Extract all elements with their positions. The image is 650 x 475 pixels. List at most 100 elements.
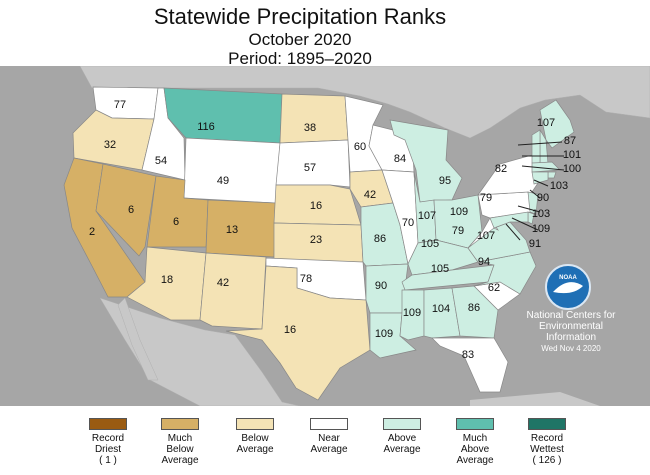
canada-land [79,66,650,139]
rank-label-va: 107 [477,230,495,242]
rank-label-mo: 86 [374,233,386,245]
state-ga [451,285,499,339]
rank-label-ok: 78 [300,273,312,285]
rank-label-ny: 82 [495,163,507,175]
rank-label-ia: 42 [364,189,376,201]
rank-label-md: 91 [529,238,541,250]
legend: Record Driest ( 1 ) Much Below Average B… [0,418,650,475]
rank-label-ar: 90 [375,280,387,292]
rank-label-nh: 87 [564,135,576,147]
leader-line-5 [517,205,541,213]
attribution-line3: Information [545,332,597,343]
rank-label-vt: 101 [563,149,581,161]
rank-label-il: 70 [402,217,414,229]
rank-label-ut: 6 [173,216,179,228]
rank-label-sc: 62 [488,282,500,294]
rank-label-or: 32 [104,139,116,151]
leader-line-6 [511,217,539,231]
legend-swatch [456,418,494,430]
rank-label-co: 13 [226,224,238,236]
rank-label-ri: 103 [550,180,568,192]
precipitation-map: 77 32 2 6 54 116 49 6 13 18 42 38 57 16 23 78 16 60 42 86 90… [0,66,650,406]
rank-label-ks: 23 [310,234,322,246]
noaa-bird-icon: NOAA [553,275,583,294]
rank-label-oh: 109 [450,206,468,218]
state-al [423,287,461,339]
map-subtitle-month: October 2020 [248,30,352,49]
legend-item-much-below: Much Below Average [145,418,215,466]
rank-label-ma: 100 [563,163,581,175]
rank-label-nc: 94 [478,256,490,268]
rank-label-az: 18 [161,274,173,286]
rank-label-nj: 103 [532,208,550,220]
rank-label-ky: 105 [421,238,439,250]
rank-label-wy: 49 [217,175,229,187]
legend-item-near: Near Average [294,418,364,455]
leader-line-2 [521,165,565,171]
state-nc [473,251,537,295]
rank-label-ct: 90 [537,192,549,204]
legend-item-record-driest: Record Driest ( 1 ) [73,418,143,466]
state-vt [531,129,541,166]
state-wy [183,137,281,204]
legend-label: Below Average [236,433,274,455]
rank-label-id: 54 [155,155,167,167]
legend-swatch [161,418,199,430]
rank-label-wi: 84 [394,153,406,165]
rank-label-tn: 105 [431,263,449,275]
noaa-logo-text: NOAA [559,275,577,281]
rank-label-ne: 16 [310,200,322,212]
state-layer [63,86,575,401]
legend-swatch [89,418,127,430]
rank-label-mn: 60 [354,141,366,153]
rank-label-la: 109 [375,328,393,340]
rank-label-fl: 83 [462,349,474,361]
rank-label-wv: 79 [452,225,464,237]
leader-line-0 [517,141,563,146]
rank-label-ca: 2 [89,226,95,238]
leader-line-7 [505,223,521,241]
leader-line-4 [529,189,541,199]
legend-swatch [383,418,421,430]
state-md [489,211,529,229]
leader-lines [505,141,565,241]
state-nd [279,93,349,144]
baja-land [117,297,159,381]
attribution-line2: Environmental [539,321,603,332]
rank-label-in: 107 [418,210,436,222]
legend-label: Record Wettest ( 126 ) [530,433,564,466]
rank-label-wa: 77 [114,99,126,111]
legend-item-below: Below Average [220,418,290,455]
state-ne [273,184,362,226]
state-co [205,199,277,258]
legend-swatch [310,418,348,430]
rank-label-nd: 38 [304,122,316,134]
rank-label-sd: 57 [304,162,316,174]
leader-line-3 [533,179,549,187]
legend-swatch [528,418,566,430]
legend-label: Much Below Average [161,433,199,466]
legend-label: Record Driest ( 1 ) [91,433,125,466]
rank-label-mi: 95 [439,175,451,187]
attribution-block: National Centers for Environmental Infor… [516,310,626,354]
rank-label-pa: 79 [480,192,492,204]
attribution-date: Wed Nov 4 2020 [541,344,601,353]
legend-item-much-above: Much Above Average [440,418,510,466]
rank-label-nv: 6 [128,204,134,216]
rank-label-de: 109 [532,223,550,235]
rank-label-nm: 42 [217,277,229,289]
attribution-line1: National Centers for [526,310,616,321]
legend-label: Near Average [310,433,348,455]
legend-item-record-wettest: Record Wettest ( 126 ) [512,418,582,466]
state-nm [199,252,267,330]
state-sd [275,139,351,188]
rank-labels: 77 32 2 6 54 116 49 6 13 18 42 38 57 16 23 78 16 60 42 86 90… [89,99,581,361]
rank-label-me: 107 [537,117,555,129]
map-title-block: Statewide Precipitation Ranks October 20… [0,4,600,68]
rank-label-mt: 116 [197,121,215,133]
legend-item-above: Above Average [367,418,437,455]
legend-label: Above Average [383,433,421,455]
rank-label-ga: 86 [468,302,480,314]
noaa-logo: NOAA [545,264,591,310]
map-title: Statewide Precipitation Ranks [153,4,447,29]
